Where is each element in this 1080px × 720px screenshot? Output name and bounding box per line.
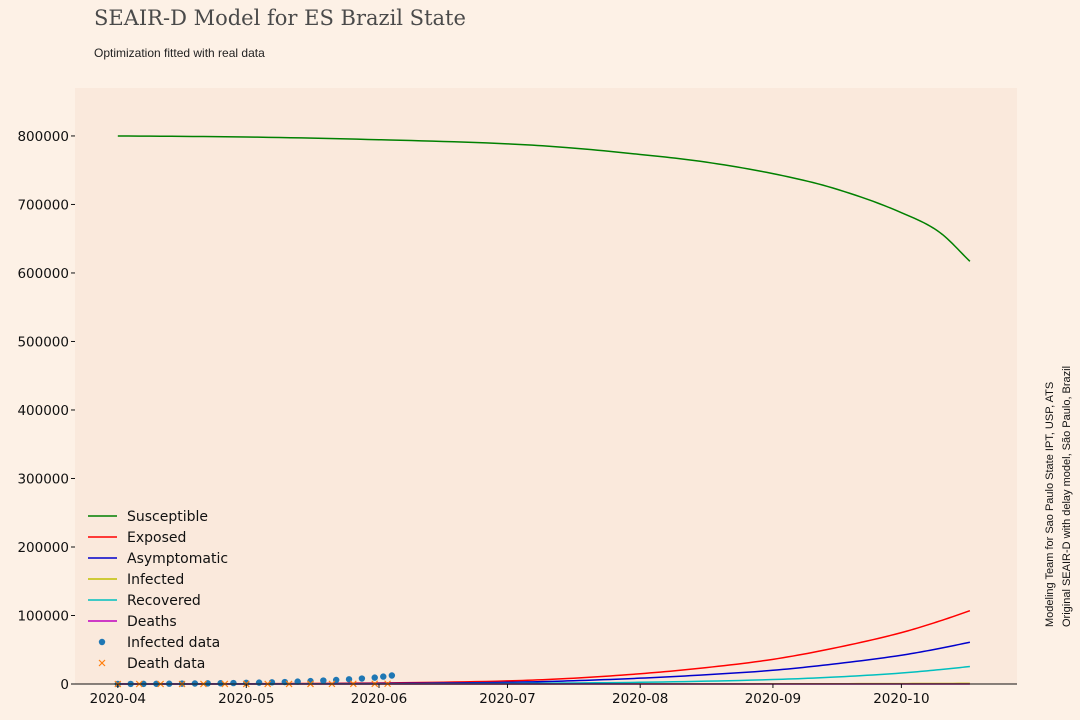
x-tick-label: 2020-06 — [351, 691, 407, 707]
legend-swatch — [98, 638, 106, 646]
legend-entry-asymptomatic: Asymptomatic — [88, 551, 228, 567]
side-credits: Original SEAIR-D with delay model, São P… — [1040, 365, 1073, 627]
y-tick-label: 800000 — [17, 129, 69, 145]
legend-swatch — [98, 659, 106, 667]
x-tick-label: 2020-05 — [218, 691, 274, 707]
y-tick-label: 100000 — [17, 608, 69, 624]
x-tick-label: 2020-10 — [873, 691, 929, 707]
x-tick-label: 2020-09 — [745, 691, 801, 707]
y-tick-label: 500000 — [17, 334, 69, 350]
chart-subtitle: Optimization fitted with real data — [94, 46, 265, 60]
x-tick-label: 2020-08 — [612, 691, 668, 707]
x-tick-label: 2020-07 — [479, 691, 535, 707]
series-line-susceptible — [117, 135, 971, 262]
y-tick-label: 600000 — [17, 266, 69, 282]
point-infected-data — [380, 673, 387, 680]
y-tick-label: 0 — [60, 677, 69, 693]
point-infected-data — [371, 674, 378, 681]
legend-entry-infected-data: Infected data — [98, 635, 220, 651]
legend-label: Infected — [127, 572, 184, 588]
legend-entry-death-data: Death data — [98, 656, 205, 672]
chart-title: SEAIR-D Model for ES Brazil State — [94, 6, 466, 30]
legend-label: Exposed — [127, 530, 186, 546]
legend-label: Asymptomatic — [127, 551, 228, 567]
point-infected-data — [230, 679, 237, 687]
legend-label: Deaths — [127, 614, 177, 630]
legend-label: Infected data — [127, 635, 220, 651]
x-tick-label: 2020-04 — [90, 691, 146, 707]
plot-area — [75, 88, 1017, 684]
credit-line-team: Modeling Team for Sao Paulo State IPT, U… — [1044, 381, 1056, 627]
y-tick-label: 300000 — [17, 471, 69, 487]
legend-entry-infected: Infected — [88, 572, 184, 588]
legend-label: Recovered — [127, 593, 201, 609]
legend-label: Susceptible — [127, 509, 208, 525]
point-infected-data — [255, 679, 263, 686]
axes-layer: 0 100000 200000 300000 400000 500000 600000 700… — [17, 129, 1017, 707]
point-infected-data — [358, 675, 366, 682]
point-infected-data — [320, 677, 327, 684]
legend-entry-recovered: Recovered — [88, 593, 201, 609]
legend-entry-susceptible: Susceptible — [88, 509, 208, 525]
point-infected-data — [388, 672, 396, 679]
credit-line-model: Original SEAIR-D with delay model, São P… — [1061, 365, 1073, 627]
y-tick-label: 400000 — [17, 403, 69, 419]
legend-entry-exposed: Exposed — [88, 530, 186, 546]
y-tick-label: 700000 — [17, 197, 69, 213]
legend: Susceptible Exposed Asymptomatic Infected Re… — [88, 509, 228, 672]
legend-entry-deaths: Deaths — [88, 614, 177, 630]
point-infected-data — [294, 678, 301, 685]
legend-label: Death data — [127, 656, 205, 672]
y-tick-label: 200000 — [17, 540, 69, 556]
